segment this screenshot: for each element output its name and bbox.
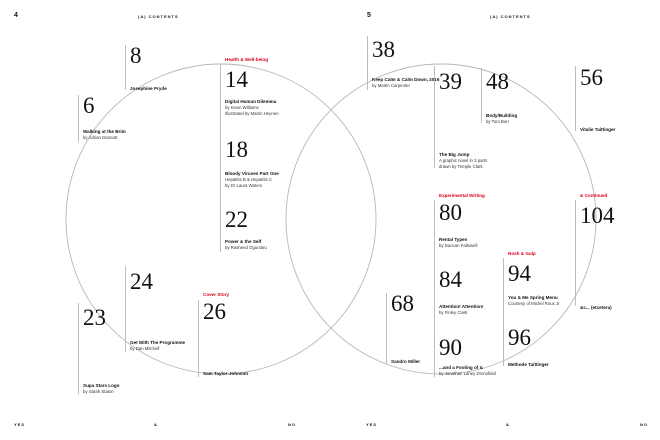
entry-title[interactable]: Rental Types xyxy=(439,237,468,242)
entry-rule xyxy=(503,258,504,366)
section-label: Health & Well-being xyxy=(225,57,269,62)
entry-title[interactable]: Josephine Pryde xyxy=(130,86,167,91)
entry-credit: by Dan Mitchell xyxy=(130,346,160,351)
left-circle xyxy=(65,63,377,375)
footer-right-no: NO xyxy=(640,422,648,427)
entry-title[interactable]: Sam Taylor-Johnson xyxy=(203,371,249,376)
footer-left-and: & xyxy=(154,422,158,427)
entry-credit: drawn by Temple Clark xyxy=(439,164,483,169)
page-number[interactable]: 26 xyxy=(203,299,226,324)
right-circle xyxy=(285,63,597,375)
entry-credit: by Adrian Dannatt xyxy=(83,135,118,140)
section-label: Experimental Writing xyxy=(439,193,485,198)
section-label: Nosh & Gulp xyxy=(508,251,536,256)
entry-title[interactable]: Sandro Miller xyxy=(391,359,421,364)
entry-rule xyxy=(434,200,435,377)
entry-rule xyxy=(481,68,482,123)
page-number[interactable]: 6 xyxy=(83,93,95,118)
footer-right-yes: YES xyxy=(366,422,378,427)
entry-title[interactable]: Get With The Programme xyxy=(130,340,186,345)
entry-rule xyxy=(125,45,126,90)
entry-credit: by Martin Carpenter xyxy=(372,83,410,88)
page-number[interactable]: 23 xyxy=(83,305,106,330)
entry-rule xyxy=(367,36,368,90)
footer-right-and: & xyxy=(506,422,510,427)
entry-title[interactable]: Bloody Viruses Part One xyxy=(225,171,279,176)
entry-credit: by Sarah Staton xyxy=(83,389,114,394)
entry-credit: Courtesy of Michel Roux Jr xyxy=(508,301,560,306)
page-number[interactable]: 84 xyxy=(439,267,462,292)
entry-rule xyxy=(386,293,387,364)
entry-credit: by Rasheed Ogunlaru xyxy=(225,245,267,250)
page-number[interactable]: 22 xyxy=(225,207,248,232)
section-label: Cover Story xyxy=(203,292,230,297)
entry-rule xyxy=(575,66,576,131)
page-number-left: 4 xyxy=(14,12,18,19)
running-head-right: (A) CONTENTS xyxy=(490,14,531,19)
page-number[interactable]: 38 xyxy=(372,37,395,62)
page-number[interactable]: 104 xyxy=(580,203,615,228)
entry-credit: Hepatitis B & Hepatitis C xyxy=(225,177,273,182)
entry-title[interactable]: Vitalie Taittinger xyxy=(580,127,616,132)
page-number[interactable]: 56 xyxy=(580,65,603,90)
page-number[interactable]: 39 xyxy=(439,69,462,94)
page-number[interactable]: 96 xyxy=(508,325,531,350)
entry-title[interactable]: Body/Building xyxy=(486,113,518,118)
page-number-right: 5 xyxy=(367,12,371,19)
entry-credit: by Duncan Fallowell xyxy=(439,243,478,248)
entry-title[interactable]: Digital Human Dilemma xyxy=(225,99,277,104)
entry-rule xyxy=(434,66,435,168)
page-number[interactable]: 94 xyxy=(508,261,531,286)
entry-title[interactable]: Methode Taittinger xyxy=(508,362,549,367)
entry-credit: Illustrated by Martin Heynen xyxy=(225,111,279,116)
entry-rule xyxy=(220,64,221,252)
section-label: & Continued xyxy=(580,193,608,198)
entry-credit: A graphic novel in 3 parts xyxy=(439,158,488,163)
footer-left-yes: YES xyxy=(14,422,26,427)
page-number[interactable]: 80 xyxy=(439,200,462,225)
entry-title[interactable]: Walking at the Brim xyxy=(83,129,126,134)
page-number[interactable]: 68 xyxy=(391,291,414,316)
entry-rule xyxy=(78,303,79,394)
running-head-left: (A) CONTENTS xyxy=(138,14,179,19)
entry-rule xyxy=(575,200,576,306)
page-number[interactable]: 90 xyxy=(439,335,462,360)
entry-credit: by Tom Burr xyxy=(486,119,510,124)
entry-title[interactable]: Keep Calm & Calm Down, 2016 xyxy=(372,77,440,82)
entry-title[interactable]: &c... (etcetera) xyxy=(580,305,612,310)
entry-title[interactable]: You & Me Spring Menu xyxy=(508,295,558,300)
entry-rule xyxy=(125,266,126,352)
entry-credit: by Finley Clark xyxy=(439,310,468,315)
page-number[interactable]: 48 xyxy=(486,69,509,94)
footer-left-no: NO xyxy=(288,422,296,427)
page-number[interactable]: 8 xyxy=(130,43,142,68)
entry-rule xyxy=(78,95,79,142)
entry-title[interactable]: ...and a Fooling of & xyxy=(439,365,483,370)
entry-title[interactable]: Attention! Attention! xyxy=(439,304,484,309)
page-number[interactable]: 18 xyxy=(225,137,248,162)
entry-title[interactable]: Power & the Self xyxy=(225,239,262,244)
entry-credit: by Kevin Williams xyxy=(225,105,259,110)
entry-credit: by Jonathan Lahey Dronsfield xyxy=(439,371,496,376)
page-number[interactable]: 14 xyxy=(225,67,248,92)
entry-title[interactable]: The Big Jump xyxy=(439,152,470,157)
page-number[interactable]: 24 xyxy=(130,269,153,294)
entry-title[interactable]: Supa Stars Logo xyxy=(83,383,120,388)
entry-rule xyxy=(198,300,199,377)
entry-credit: by Dr Laura Waters xyxy=(225,183,263,188)
